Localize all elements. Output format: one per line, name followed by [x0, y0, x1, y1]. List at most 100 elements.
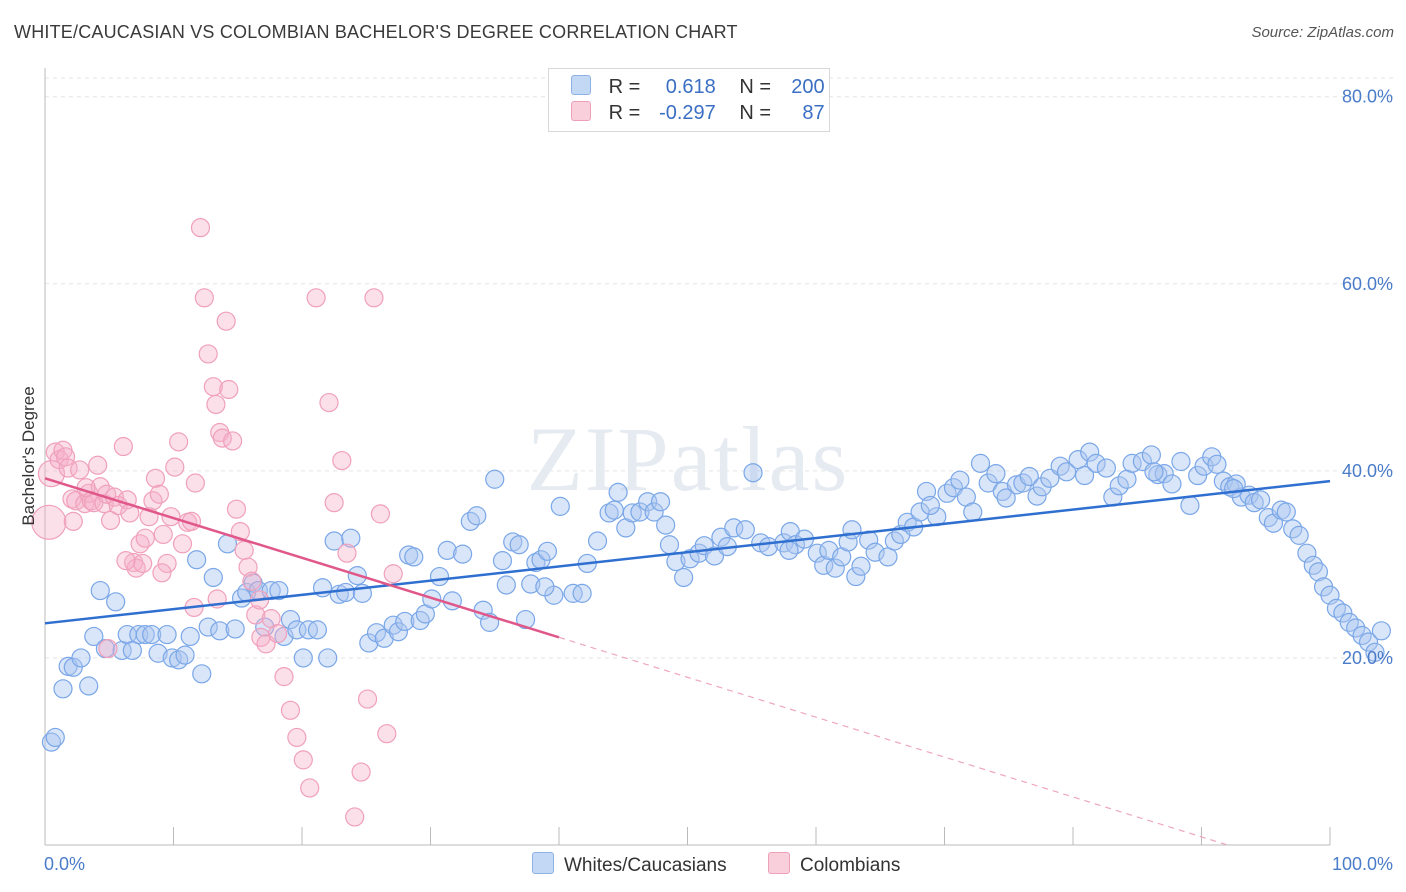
colombian-point	[351, 762, 371, 782]
white-point	[453, 544, 473, 564]
white-point	[1371, 621, 1392, 641]
colombian-point	[145, 468, 166, 488]
colombian-point	[242, 571, 262, 591]
colombian-point	[149, 484, 169, 504]
colombian-point	[345, 807, 365, 827]
white-point	[1308, 562, 1329, 582]
colombian-point	[364, 288, 384, 308]
legend-swatch-colombian	[571, 101, 591, 121]
white-point	[1096, 458, 1117, 478]
colombian-point	[226, 499, 247, 519]
white-point	[106, 592, 126, 612]
white-point	[599, 503, 619, 523]
colombian-point	[234, 540, 254, 560]
white-point	[210, 621, 230, 641]
bottom-legend-label-white: Whites/Caucasians	[564, 855, 727, 876]
white-point	[142, 624, 162, 645]
colombian-point	[274, 667, 294, 687]
legend-swatch-white	[571, 75, 591, 95]
white-point	[996, 488, 1016, 508]
white-point	[521, 574, 541, 594]
colombian-point	[98, 638, 118, 659]
colombian-point	[246, 605, 266, 625]
bottom-legend-swatch-white	[532, 852, 554, 874]
colombian-point	[357, 689, 378, 709]
correlation-legend: R = 0.618 N = 200 R = -0.297 N = 87	[548, 68, 830, 132]
colombian-point	[383, 564, 403, 584]
white-point	[963, 502, 983, 522]
y-tick-label: 20.0%	[1342, 648, 1393, 668]
x-tick-label: 100.0%	[1332, 854, 1393, 874]
bottom-legend-colombian: Colombians	[768, 852, 900, 877]
white-point	[1056, 462, 1077, 482]
bottom-legend-swatch-colombian	[768, 852, 790, 874]
white-point	[1365, 642, 1385, 662]
white-point	[1276, 502, 1296, 522]
white-point	[515, 609, 536, 630]
colombian-point	[223, 431, 243, 451]
white-point	[1109, 476, 1129, 496]
bottom-legend-label-colombian: Colombians	[800, 855, 901, 876]
white-point	[148, 643, 168, 663]
colombian-point	[267, 624, 288, 644]
white-point	[1162, 474, 1182, 494]
white-point	[341, 528, 361, 548]
colombian-point	[70, 460, 90, 480]
colombian-point	[165, 457, 185, 477]
white-point	[467, 506, 487, 526]
white-point	[526, 552, 546, 573]
white-point	[644, 502, 664, 522]
white-point	[986, 464, 1006, 484]
white-point	[1019, 466, 1039, 487]
chart-title: WHITE/CAUCASIAN VS COLOMBIAN BACHELOR'S …	[14, 22, 738, 42]
colombian-point	[130, 534, 150, 554]
colombian-point	[153, 524, 173, 545]
white-point	[650, 492, 671, 512]
white-point	[359, 633, 379, 653]
colombian-point	[108, 495, 128, 516]
white-point	[180, 626, 200, 647]
white-point	[535, 577, 555, 597]
white-point	[71, 648, 91, 668]
y-axis-label: Bachelor's Degree	[19, 386, 38, 525]
white-point	[175, 645, 195, 665]
white-point	[1207, 454, 1227, 474]
colombian-point	[206, 394, 226, 415]
colombian-trend-line	[44, 477, 560, 639]
watermark: ZIPatlas	[527, 408, 850, 510]
colombian-point	[324, 493, 344, 513]
white-point	[269, 580, 289, 601]
white-point	[1346, 618, 1366, 638]
tick-labels: 20.0% 40.0% 60.0% 80.0% 0.0% 100.0%	[44, 87, 1393, 874]
colombian-point	[319, 392, 339, 413]
white-point	[656, 515, 676, 535]
colombian-point	[172, 534, 193, 554]
white-point	[943, 478, 964, 498]
colombian-point	[216, 311, 236, 331]
white-point	[865, 542, 885, 562]
white-point	[630, 502, 650, 522]
white-point	[704, 546, 725, 566]
white-point	[203, 567, 223, 588]
white-point	[735, 520, 755, 540]
white-point	[1074, 465, 1095, 486]
colombian-point	[306, 288, 326, 308]
white-point	[383, 615, 403, 635]
white-point	[851, 556, 871, 576]
colombian-point	[63, 511, 83, 531]
colombian-point	[287, 727, 307, 748]
white-point	[122, 640, 142, 661]
white-point	[970, 453, 991, 473]
white-point	[1141, 445, 1161, 465]
white-point	[437, 540, 457, 560]
white-point	[674, 567, 694, 588]
y-tick-label: 80.0%	[1342, 87, 1393, 107]
colombian-point	[88, 455, 108, 475]
colombian-point	[300, 778, 320, 798]
legend-r-label: R =	[608, 76, 641, 98]
white-point	[608, 482, 628, 502]
legend-r-value: 0.618	[665, 76, 716, 98]
white-point	[1180, 495, 1200, 516]
white-point	[1117, 469, 1137, 489]
white-point	[135, 624, 155, 645]
